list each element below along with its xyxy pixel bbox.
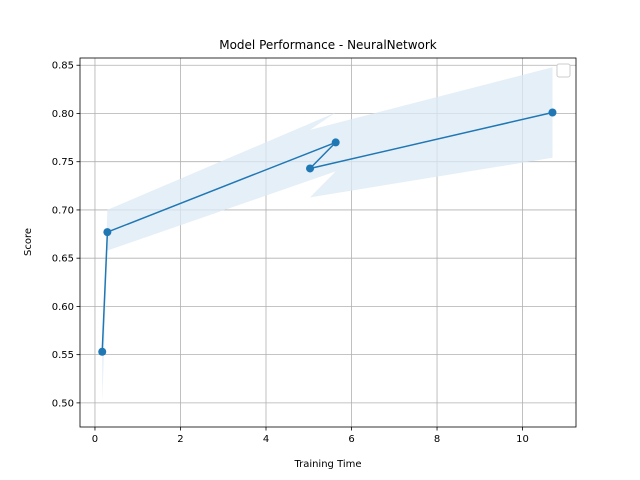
x-tick-label: 4 <box>263 434 269 445</box>
x-tick-label: 6 <box>348 434 354 445</box>
chart-title: Model Performance - NeuralNetwork <box>219 38 437 52</box>
y-tick-label: 0.60 <box>52 302 74 313</box>
x-tick-label: 8 <box>434 434 440 445</box>
data-point <box>306 164 315 173</box>
data-point <box>103 228 112 237</box>
x-tick-label: 2 <box>177 434 183 445</box>
legend-box <box>556 63 571 78</box>
x-tick-label: 0 <box>92 434 98 445</box>
y-axis-label: Score <box>23 228 34 256</box>
x-axis-label: Training Time <box>293 459 361 470</box>
x-axis-ticks: 0 2 4 6 8 10 <box>92 427 529 445</box>
data-point <box>548 108 557 117</box>
confidence-band-layer <box>102 67 553 403</box>
series-point-layer <box>98 108 557 356</box>
y-tick-label: 0.55 <box>52 350 74 361</box>
y-tick-label: 0.50 <box>52 398 74 409</box>
y-tick-label: 0.75 <box>52 157 74 168</box>
data-point <box>331 138 340 147</box>
plot-frame <box>79 57 577 428</box>
y-tick-label: 0.70 <box>52 205 74 216</box>
data-point <box>98 347 107 356</box>
y-tick-label: 0.65 <box>52 254 74 265</box>
y-tick-label: 0.85 <box>52 61 74 72</box>
x-tick-label: 10 <box>516 434 529 445</box>
y-axis-ticks: 0.50 0.55 0.60 0.65 0.70 0.75 0.80 0.85 <box>52 61 80 409</box>
y-tick-label: 0.80 <box>52 109 74 120</box>
confidence-band <box>102 67 553 403</box>
